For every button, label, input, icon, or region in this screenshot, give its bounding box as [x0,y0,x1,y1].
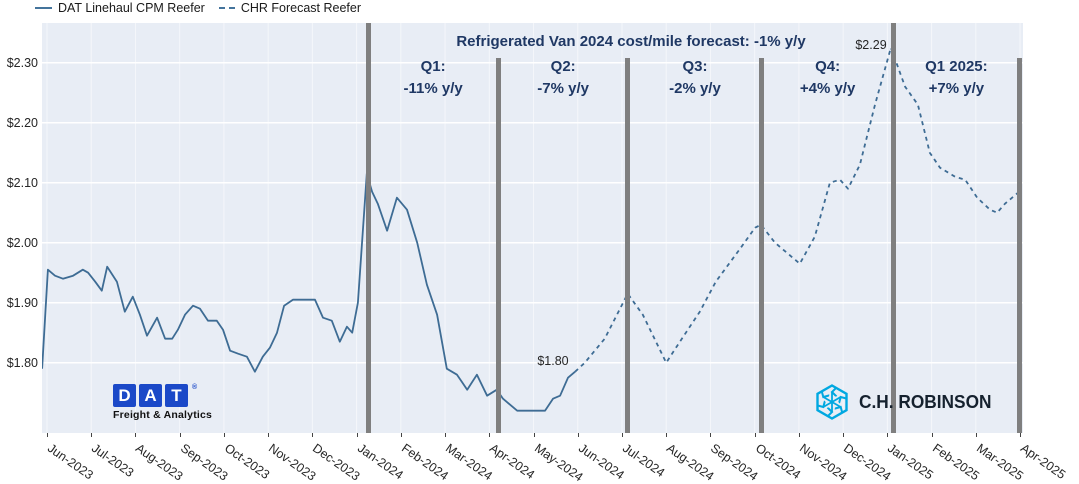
chr-logo: C.H. ROBINSON [813,383,997,421]
chart-legend: DAT Linehaul CPM Reefer CHR Forecast Ree… [35,1,361,15]
actual-line [42,172,576,412]
x-tick-label: Jun-2023 [44,441,96,483]
plot-area [42,23,1023,433]
legend-label-chr: CHR Forecast Reefer [240,1,362,15]
x-tick-mark [754,433,756,437]
dat-logo-subtitle: Freight & Analytics [113,409,213,421]
x-tick-label: Sep-2024 [708,441,761,484]
x-tick-label: Jul-2024 [619,441,668,480]
dat-logo: D A T ® Freight & Analytics [113,384,212,421]
x-tick-label: Nov-2023 [266,441,319,484]
dat-logo-squares: D A T ® [113,384,212,407]
chart-canvas [42,23,1023,433]
x-tick-mark [843,433,845,437]
x-tick-mark [577,433,579,437]
x-tick-mark [400,433,402,437]
y-tick-label: $2.00 [6,235,38,250]
x-tick-mark [445,433,447,437]
y-tick-label: $1.80 [6,355,38,370]
x-tick-mark [356,433,358,437]
legend-label-dat: DAT Linehaul CPM Reefer [58,1,205,15]
x-tick-label: Feb-2024 [398,441,451,484]
x-tick-label: Feb-2025 [929,441,982,484]
x-tick-mark [179,433,181,437]
x-tick-label: Jul-2023 [89,441,137,480]
x-tick-label: Jun-2024 [575,441,627,483]
x-tick-label: Dec-2024 [841,441,894,484]
x-tick-label: Aug-2024 [664,441,717,484]
dat-logo-letter: D [113,384,136,407]
x-tick-mark [666,433,668,437]
x-tick-label: Dec-2023 [310,441,363,484]
x-tick-label: Apr-2025 [1018,441,1069,482]
x-tick-mark [710,433,712,437]
x-tick-label: Nov-2024 [796,441,850,484]
chr-snowflake-icon [816,384,848,420]
x-tick-mark [223,433,225,437]
x-tick-label: Apr-2024 [487,441,538,482]
x-tick-mark [47,433,48,437]
dat-logo-letter: A [139,384,162,407]
x-tick-label: Jan-2025 [885,441,937,483]
registered-mark: ® [192,384,198,391]
x-tick-label: Oct-2023 [221,441,273,482]
forecast-title: Refrigerated Van 2024 cost/mile forecast… [456,33,806,50]
x-tick-mark [135,433,137,437]
solid-line-swatch-icon [35,7,52,9]
x-tick-label: May-2024 [531,441,586,484]
x-tick-mark [312,433,314,437]
x-tick-label: Jan-2024 [354,441,406,483]
x-tick-mark [621,433,623,437]
x-tick-label: Mar-2024 [443,441,495,484]
x-tick-mark [268,433,270,437]
forecast-line [574,46,1020,373]
y-tick-label: $2.30 [6,55,38,70]
x-tick-mark [798,433,800,437]
x-tick-mark [887,433,889,437]
x-tick-label: Oct-2024 [752,441,803,482]
y-tick-label: $1.90 [6,295,38,310]
x-tick-mark [533,433,535,437]
x-tick-label: Aug-2023 [133,441,186,484]
dashed-line-swatch-icon [218,7,235,9]
x-tick-mark [1020,433,1022,437]
x-tick-mark [931,433,933,437]
chr-logo-text: C.H. ROBINSON [859,391,992,412]
x-tick-mark [91,433,93,437]
x-tick-mark [489,433,491,437]
y-tick-label: $2.20 [6,115,38,130]
y-tick-label: $2.10 [6,175,38,190]
x-tick-label: Mar-2025 [973,441,1026,484]
x-tick-label: Sep-2023 [177,441,231,484]
dat-logo-letter: T [165,384,188,407]
x-tick-mark [975,433,977,437]
